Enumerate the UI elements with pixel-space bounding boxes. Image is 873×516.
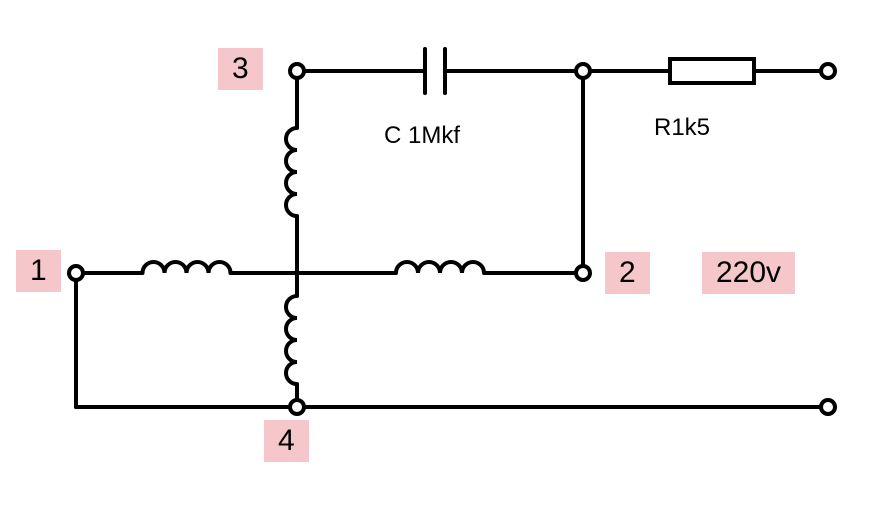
resistor-label: R1k5 — [654, 114, 710, 142]
node-label-1: 1 — [16, 250, 61, 292]
node-label-4: 4 — [264, 420, 309, 462]
node-label-2: 2 — [605, 252, 650, 294]
voltage-label: 220v — [702, 252, 795, 294]
node-label-3: 3 — [218, 48, 263, 90]
cap-label: C 1Mkf — [384, 122, 460, 150]
